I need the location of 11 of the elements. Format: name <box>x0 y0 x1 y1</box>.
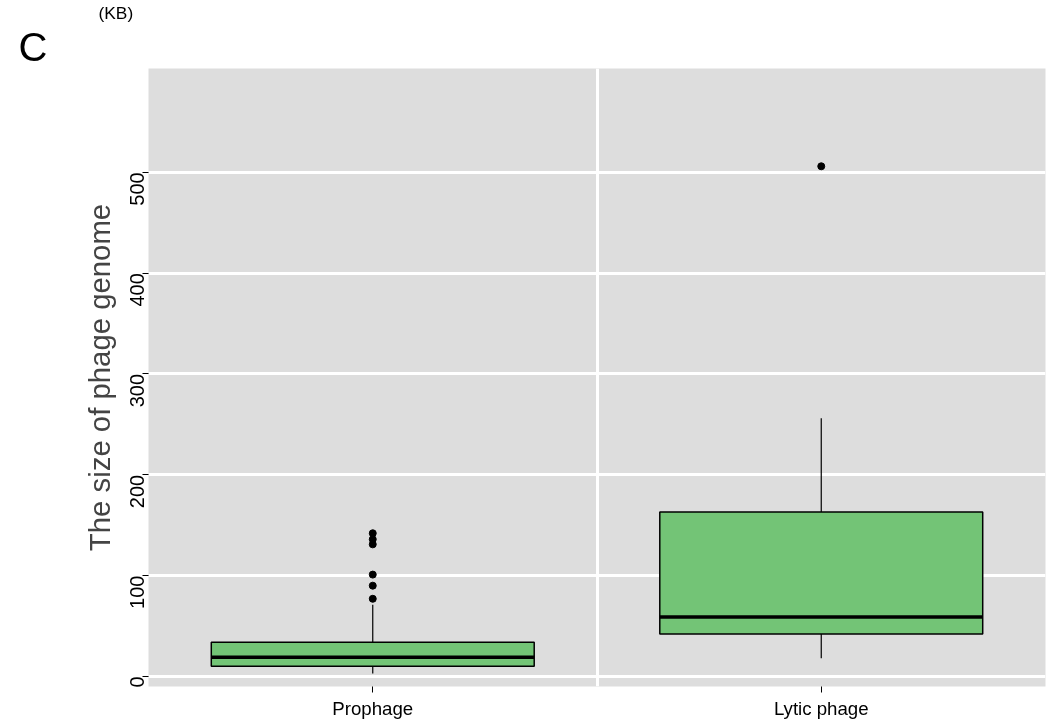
y-tick-label: 200 <box>126 474 149 509</box>
text: (KB) <box>98 2 134 23</box>
y-axis-title: The size of phage genome <box>82 203 116 552</box>
text: C <box>18 24 48 69</box>
y-tick-label: 0 <box>126 676 149 688</box>
x-tick-label: Lytic phage <box>773 697 869 719</box>
y-tick-label: 400 <box>126 273 149 307</box>
y-tick-label: 100 <box>126 575 149 609</box>
y-tick-label: 300 <box>126 373 149 408</box>
x-tick-label: Prophage <box>332 697 414 719</box>
y-tick-label: 500 <box>126 172 149 206</box>
